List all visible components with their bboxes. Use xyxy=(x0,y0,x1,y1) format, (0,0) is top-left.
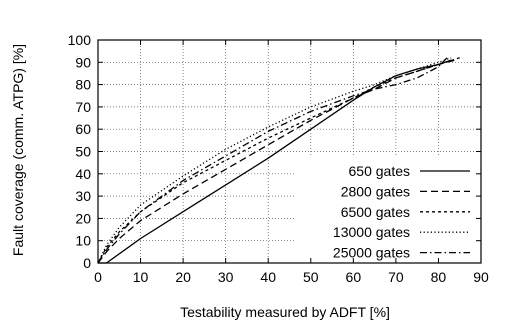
x-tick-label: 70 xyxy=(388,269,404,285)
x-tick-label: 40 xyxy=(260,269,276,285)
legend-label: 2800 gates xyxy=(341,183,410,199)
x-tick-label: 80 xyxy=(431,269,447,285)
legend-label: 25000 gates xyxy=(333,245,410,261)
y-tick-label: 100 xyxy=(68,32,92,48)
x-ticks: 0 10 20 30 40 50 60 70 80 90 xyxy=(94,40,489,285)
y-tick-label: 30 xyxy=(75,188,91,204)
series-line-4 xyxy=(97,57,448,264)
y-tick-label: 50 xyxy=(75,144,91,160)
y-tick-label: 0 xyxy=(83,255,91,271)
y-tick-label: 80 xyxy=(75,77,91,93)
y-tick-label: 60 xyxy=(75,121,91,137)
legend-background xyxy=(296,155,478,261)
x-axis-title: Testability measured by ADFT [%] xyxy=(180,304,390,320)
legend-label: 13000 gates xyxy=(333,224,410,240)
y-tick-label: 20 xyxy=(75,210,91,226)
y-axis-title: Fault coverage (comm. ATPG) [%] xyxy=(10,44,26,256)
x-tick-label: 90 xyxy=(473,269,489,285)
x-tick-label: 10 xyxy=(133,269,149,285)
x-tick-label: 30 xyxy=(218,269,234,285)
y-tick-label: 90 xyxy=(75,54,91,70)
x-tick-label: 0 xyxy=(94,269,102,285)
series-line-3 xyxy=(97,57,452,264)
x-tick-label: 20 xyxy=(175,269,191,285)
series-lines xyxy=(97,57,460,264)
grid-lines xyxy=(98,40,481,263)
series-line-2 xyxy=(97,57,460,264)
y-ticks: 0 10 20 30 40 50 60 70 80 90 100 xyxy=(68,32,481,271)
x-tick-label: 50 xyxy=(303,269,319,285)
legend-label: 6500 gates xyxy=(341,204,410,220)
series-line-1 xyxy=(97,59,456,264)
legend-label: 650 gates xyxy=(349,163,411,179)
y-tick-label: 40 xyxy=(75,166,91,182)
y-tick-label: 10 xyxy=(75,233,91,249)
x-tick-label: 60 xyxy=(346,269,362,285)
legend: 650 gates 2800 gates 6500 gates 13000 gates… xyxy=(333,163,470,261)
y-tick-label: 70 xyxy=(75,99,91,115)
